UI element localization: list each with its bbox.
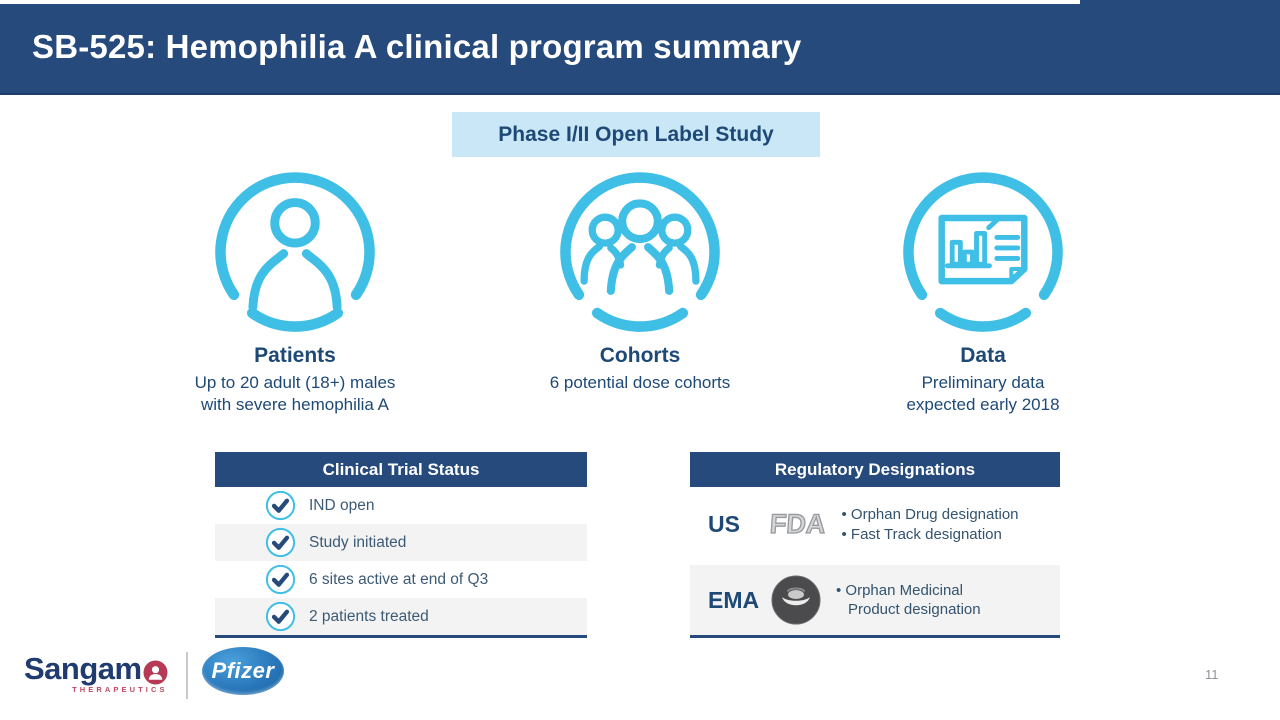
cohorts-column: Cohorts 6 potential dose cohorts: [490, 171, 790, 394]
us-designations-list: Orphan Drug designation Fast Track desig…: [842, 505, 1019, 543]
check-icon: [265, 490, 296, 521]
table-row-us: US FDA Orphan Drug designation Fast Trac…: [690, 487, 1060, 562]
list-item: Orphan Drug designation: [842, 505, 1019, 524]
table-row: 6 sites active at end of Q3: [215, 561, 587, 598]
page-number: 11: [1205, 667, 1219, 682]
check-icon: [265, 527, 296, 558]
pfizer-logo: Pfizer: [202, 647, 284, 695]
sangamo-subtext: THERAPEUTICS: [72, 685, 168, 694]
cohorts-title: Cohorts: [599, 344, 681, 367]
patients-desc-line1: Up to 20 adult (18+) males: [194, 373, 396, 392]
sangamo-person-icon: [143, 660, 168, 684]
table-row: 2 patients treated: [215, 598, 587, 635]
sangamo-logo: Sangam THERAPEUTICS: [24, 651, 168, 694]
regulatory-designations-table: Regulatory Designations US FDA Orphan Dr…: [690, 452, 1060, 638]
data-title: Data: [960, 344, 1006, 367]
clinical-trial-status-title: Clinical Trial Status: [322, 459, 480, 479]
sangamo-wordmark: Sangam: [24, 651, 168, 687]
patient-icon: [215, 172, 375, 332]
data-report-icon: [903, 172, 1063, 332]
data-desc-line1: Preliminary data: [921, 373, 1045, 392]
regulatory-designations-header: Regulatory Designations: [690, 452, 1060, 487]
phase-banner-label: Phase I/II Open Label Study: [498, 122, 774, 146]
clinical-trial-status-header: Clinical Trial Status: [215, 452, 587, 487]
list-item: Orphan Medicinal Product designation: [836, 581, 1014, 619]
status-item-label: IND open: [309, 496, 375, 514]
cohorts-icon: [560, 172, 720, 332]
slide-title-bar: SB-525: Hemophilia A clinical program su…: [0, 0, 1280, 95]
status-item-label: 6 sites active at end of Q3: [309, 570, 489, 588]
patients-desc-line2: with severe hemophilia A: [200, 395, 390, 415]
title-bar-top-strip: [0, 0, 1080, 4]
us-region-label: US: [708, 511, 740, 537]
logo-divider: [186, 652, 188, 699]
data-description: Preliminary data expected early 2018: [833, 372, 1133, 416]
sangamo-wordmark-text: Sangam: [24, 651, 142, 686]
fda-logo: FDA: [768, 508, 827, 539]
status-item-label: Study initiated: [309, 533, 407, 551]
ema-designations-list: Orphan Medicinal Product designation: [836, 581, 1014, 619]
ema-logo: [771, 575, 821, 625]
clinical-trial-status-table: Clinical Trial Status IND open Study ini…: [215, 452, 587, 638]
table-row: IND open: [215, 487, 587, 524]
phase-banner: Phase I/II Open Label Study: [452, 112, 820, 157]
table-row: Study initiated: [215, 524, 587, 561]
cohorts-description: 6 potential dose cohorts: [490, 372, 790, 394]
status-item-label: 2 patients treated: [309, 607, 429, 625]
patients-title: Patients: [254, 344, 336, 367]
patients-description: Up to 20 adult (18+) males with severe h…: [145, 372, 445, 416]
page-title: SB-525: Hemophilia A clinical program su…: [32, 27, 802, 65]
check-icon: [265, 564, 296, 595]
check-icon: [265, 601, 296, 632]
cohorts-desc-line1: 6 potential dose cohorts: [549, 373, 731, 392]
list-item: Fast Track designation: [842, 525, 1019, 544]
table-row-ema: EMA Orphan Medicinal Product designation: [690, 565, 1060, 635]
regulatory-designations-title: Regulatory Designations: [774, 459, 976, 479]
patients-column: Patients Up to 20 adult (18+) males with…: [145, 171, 445, 416]
data-desc-line2: expected early 2018: [906, 395, 1060, 415]
pfizer-wordmark: Pfizer: [211, 658, 275, 683]
ema-region-label: EMA: [708, 586, 760, 613]
data-column: Data Preliminary data expected early 201…: [833, 171, 1133, 416]
